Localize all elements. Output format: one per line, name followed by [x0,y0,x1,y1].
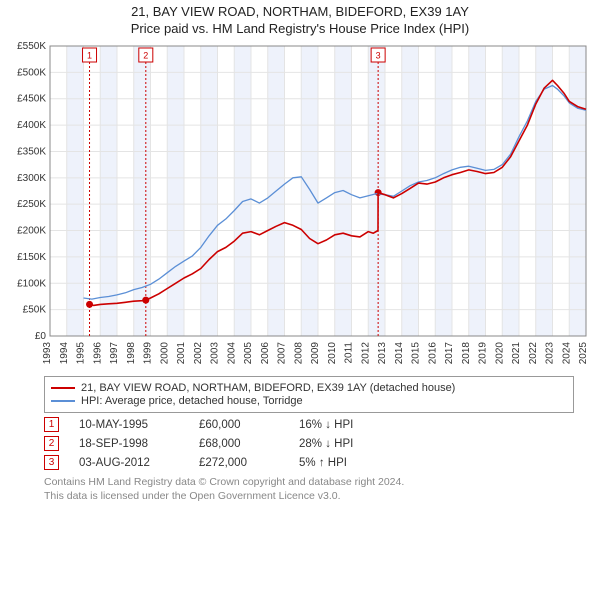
svg-text:£500K: £500K [17,67,46,78]
table-row: 1 10-MAY-1995 £60,000 16% ↓ HPI [44,417,588,432]
chart-title: 21, BAY VIEW ROAD, NORTHAM, BIDEFORD, EX… [0,4,600,19]
svg-text:£0: £0 [35,331,47,342]
sale-delta: 5% ↑ HPI [299,457,399,469]
svg-text:2015: 2015 [411,342,422,365]
svg-text:2018: 2018 [461,342,472,365]
svg-text:2021: 2021 [511,342,522,365]
svg-text:2006: 2006 [260,342,271,365]
svg-text:2005: 2005 [243,342,254,365]
footer-attribution: Contains HM Land Registry data © Crown c… [44,476,588,503]
legend-label: HPI: Average price, detached house, Torr… [81,395,303,407]
svg-text:£100K: £100K [17,278,46,289]
svg-text:2009: 2009 [310,342,321,365]
chart-container: 21, BAY VIEW ROAD, NORTHAM, BIDEFORD, EX… [0,0,600,590]
svg-text:2010: 2010 [327,342,338,365]
legend: 21, BAY VIEW ROAD, NORTHAM, BIDEFORD, EX… [44,376,574,413]
svg-text:2017: 2017 [444,342,455,365]
svg-text:2016: 2016 [427,342,438,365]
svg-text:£350K: £350K [17,146,46,157]
sale-delta: 28% ↓ HPI [299,438,399,450]
svg-text:2013: 2013 [377,342,388,365]
svg-text:£150K: £150K [17,252,46,263]
sale-price: £272,000 [199,457,299,469]
chart-plot: £0 £50K £100K £150K £200K £250K £300K £350K £400… [8,40,592,370]
svg-text:2000: 2000 [159,342,170,365]
svg-text:2012: 2012 [360,342,371,365]
sale-date: 03-AUG-2012 [79,457,199,469]
legend-item: HPI: Average price, detached house, Torr… [51,395,567,407]
svg-text:£250K: £250K [17,199,46,210]
sale-marker-icon: 2 [44,436,59,451]
svg-text:2025: 2025 [578,342,589,365]
svg-text:2008: 2008 [293,342,304,365]
sale-date: 10-MAY-1995 [79,419,199,431]
legend-swatch-icon [51,400,75,402]
line-chart-svg: £0 £50K £100K £150K £200K £250K £300K £350K £400… [8,40,592,370]
svg-text:2007: 2007 [277,342,288,365]
svg-text:2022: 2022 [528,342,539,365]
svg-text:2024: 2024 [561,342,572,365]
svg-text:2019: 2019 [478,342,489,365]
footer-line: Contains HM Land Registry data © Crown c… [44,476,588,490]
svg-text:2001: 2001 [176,342,187,365]
legend-item: 21, BAY VIEW ROAD, NORTHAM, BIDEFORD, EX… [51,382,567,394]
svg-text:£450K: £450K [17,94,46,105]
legend-label: 21, BAY VIEW ROAD, NORTHAM, BIDEFORD, EX… [81,382,455,394]
svg-text:2: 2 [143,51,148,61]
svg-text:£200K: £200K [17,226,46,237]
sale-price: £60,000 [199,419,299,431]
table-row: 2 18-SEP-1998 £68,000 28% ↓ HPI [44,436,588,451]
svg-text:2014: 2014 [394,342,405,365]
sale-date: 18-SEP-1998 [79,438,199,450]
sale-delta: 16% ↓ HPI [299,419,399,431]
svg-text:1999: 1999 [143,342,154,365]
svg-text:1993: 1993 [42,342,53,365]
title-block: 21, BAY VIEW ROAD, NORTHAM, BIDEFORD, EX… [0,0,600,36]
svg-text:2023: 2023 [545,342,556,365]
sale-price: £68,000 [199,438,299,450]
sale-marker-icon: 1 [44,417,59,432]
svg-text:2020: 2020 [494,342,505,365]
svg-text:1998: 1998 [126,342,137,365]
svg-text:3: 3 [376,51,381,61]
footer-line: This data is licensed under the Open Gov… [44,490,588,504]
svg-text:£400K: £400K [17,120,46,131]
svg-text:£300K: £300K [17,173,46,184]
svg-text:1996: 1996 [92,342,103,365]
chart-subtitle: Price paid vs. HM Land Registry's House … [0,21,600,36]
svg-text:2004: 2004 [226,342,237,365]
svg-text:£50K: £50K [23,305,47,316]
svg-text:2002: 2002 [193,342,204,365]
sale-marker-icon: 3 [44,455,59,470]
svg-text:1: 1 [87,51,92,61]
svg-text:1995: 1995 [76,342,87,365]
svg-text:1994: 1994 [59,342,70,365]
svg-text:£550K: £550K [17,41,46,52]
legend-swatch-icon [51,387,75,389]
sales-table: 1 10-MAY-1995 £60,000 16% ↓ HPI 2 18-SEP… [44,417,588,470]
svg-text:2011: 2011 [344,342,355,364]
svg-text:1997: 1997 [109,342,120,365]
table-row: 3 03-AUG-2012 £272,000 5% ↑ HPI [44,455,588,470]
svg-text:2003: 2003 [210,342,221,365]
